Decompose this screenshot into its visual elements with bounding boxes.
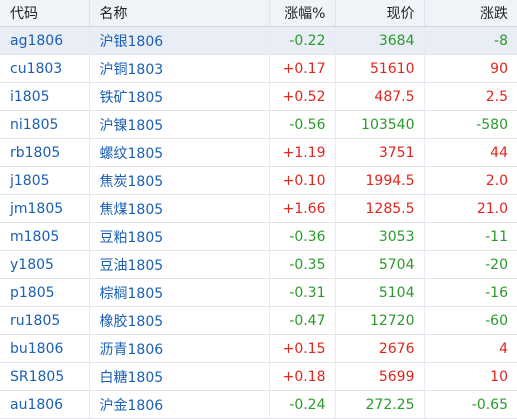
name-cell: 铁矿1805	[89, 82, 270, 111]
change-pct-cell: +0.52	[269, 82, 336, 111]
name-cell: 白糖1805	[89, 362, 270, 391]
change-pct-cell: +1.19	[269, 138, 336, 167]
change-cell: -0.65	[424, 390, 517, 419]
change-pct-cell: -0.24	[269, 390, 336, 419]
code-cell: ag1806	[0, 26, 90, 55]
table-row[interactable]: cu1803 沪铜1803 +0.17 51610 90	[0, 54, 517, 83]
change-cell: -580	[424, 110, 517, 139]
code-cell: p1805	[0, 278, 90, 307]
name-cell: 沪银1806	[89, 26, 270, 55]
name-cell: 螺纹1805	[89, 138, 270, 167]
change-cell: -8	[424, 26, 517, 55]
name-cell: 棕榈1805	[89, 278, 270, 307]
change-cell: 44	[424, 138, 517, 167]
change-cell: -16	[424, 278, 517, 307]
price-cell: 3053	[335, 222, 425, 251]
table-row[interactable]: jm1805 焦煤1805 +1.66 1285.5 21.0	[0, 194, 517, 223]
name-cell: 橡胶1805	[89, 306, 270, 335]
name-cell: 沪金1806	[89, 390, 270, 419]
change-cell: 10	[424, 362, 517, 391]
table-row[interactable]: j1805 焦炭1805 +0.10 1994.5 2.0	[0, 166, 517, 195]
price-cell: 272.25	[335, 390, 425, 419]
price-cell: 103540	[335, 110, 425, 139]
column-header-change[interactable]: 涨跌	[424, 0, 517, 27]
table-row[interactable]: rb1805 螺纹1805 +1.19 3751 44	[0, 138, 517, 167]
change-cell: 2.5	[424, 82, 517, 111]
change-cell: -20	[424, 250, 517, 279]
change-pct-cell: +1.66	[269, 194, 336, 223]
name-cell: 豆粕1805	[89, 222, 270, 251]
change-pct-cell: -0.35	[269, 250, 336, 279]
code-cell: i1805	[0, 82, 90, 111]
code-cell: y1805	[0, 250, 90, 279]
column-header-code[interactable]: 代码	[0, 0, 90, 27]
table-header-row: 代码 名称 涨幅% 现价 涨跌	[0, 0, 517, 27]
change-pct-cell: -0.47	[269, 306, 336, 335]
price-cell: 1994.5	[335, 166, 425, 195]
price-cell: 3751	[335, 138, 425, 167]
name-cell: 沥青1806	[89, 334, 270, 363]
change-pct-cell: +0.10	[269, 166, 336, 195]
change-cell: -60	[424, 306, 517, 335]
code-cell: au1806	[0, 390, 90, 419]
table-row[interactable]: y1805 豆油1805 -0.35 5704 -20	[0, 250, 517, 279]
price-cell: 12720	[335, 306, 425, 335]
table-row[interactable]: ru1805 橡胶1805 -0.47 12720 -60	[0, 306, 517, 335]
change-pct-cell: -0.31	[269, 278, 336, 307]
code-cell: cu1803	[0, 54, 90, 83]
code-cell: m1805	[0, 222, 90, 251]
price-cell: 487.5	[335, 82, 425, 111]
change-cell: -11	[424, 222, 517, 251]
code-cell: bu1806	[0, 334, 90, 363]
change-cell: 4	[424, 334, 517, 363]
table-body: ag1806 沪银1806 -0.22 3684 -8 cu1803 沪铜1803 +0.17…	[0, 26, 517, 419]
price-cell: 5704	[335, 250, 425, 279]
column-header-change-pct[interactable]: 涨幅%	[269, 0, 336, 27]
change-pct-cell: +0.15	[269, 334, 336, 363]
price-cell: 5104	[335, 278, 425, 307]
name-cell: 沪镍1805	[89, 110, 270, 139]
table-row[interactable]: m1805 豆粕1805 -0.36 3053 -11	[0, 222, 517, 251]
price-cell: 1285.5	[335, 194, 425, 223]
price-cell: 3684	[335, 26, 425, 55]
change-pct-cell: +0.17	[269, 54, 336, 83]
change-cell: 2.0	[424, 166, 517, 195]
code-cell: ni1805	[0, 110, 90, 139]
change-pct-cell: +0.18	[269, 362, 336, 391]
table-row[interactable]: SR1805 白糖1805 +0.18 5699 10	[0, 362, 517, 391]
code-cell: rb1805	[0, 138, 90, 167]
table-row[interactable]: ag1806 沪银1806 -0.22 3684 -8	[0, 26, 517, 55]
table-row[interactable]: ni1805 沪镍1805 -0.56 103540 -580	[0, 110, 517, 139]
change-pct-cell: -0.36	[269, 222, 336, 251]
table-row[interactable]: i1805 铁矿1805 +0.52 487.5 2.5	[0, 82, 517, 111]
name-cell: 沪铜1803	[89, 54, 270, 83]
change-pct-cell: -0.56	[269, 110, 336, 139]
column-header-price[interactable]: 现价	[335, 0, 425, 27]
table-row[interactable]: au1806 沪金1806 -0.24 272.25 -0.65	[0, 390, 517, 419]
table-row[interactable]: p1805 棕榈1805 -0.31 5104 -16	[0, 278, 517, 307]
price-cell: 2676	[335, 334, 425, 363]
code-cell: jm1805	[0, 194, 90, 223]
change-pct-cell: -0.22	[269, 26, 336, 55]
change-cell: 90	[424, 54, 517, 83]
code-cell: j1805	[0, 166, 90, 195]
name-cell: 焦煤1805	[89, 194, 270, 223]
name-cell: 豆油1805	[89, 250, 270, 279]
name-cell: 焦炭1805	[89, 166, 270, 195]
price-cell: 51610	[335, 54, 425, 83]
change-cell: 21.0	[424, 194, 517, 223]
column-header-name[interactable]: 名称	[89, 0, 270, 27]
price-cell: 5699	[335, 362, 425, 391]
code-cell: ru1805	[0, 306, 90, 335]
code-cell: SR1805	[0, 362, 90, 391]
table-row[interactable]: bu1806 沥青1806 +0.15 2676 4	[0, 334, 517, 363]
